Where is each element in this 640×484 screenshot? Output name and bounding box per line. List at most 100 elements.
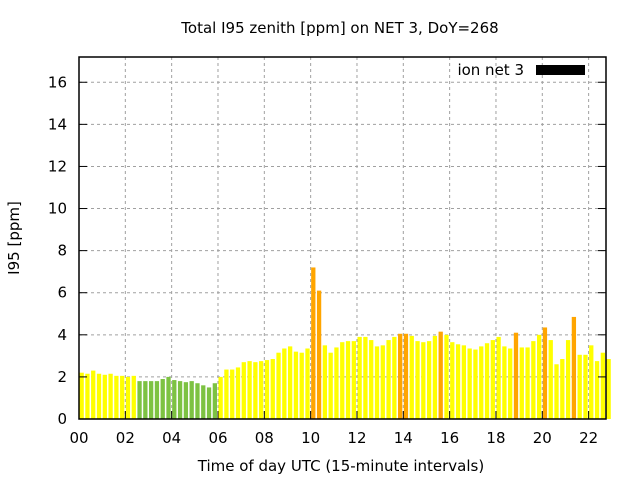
bar	[357, 336, 362, 419]
bar	[195, 383, 200, 419]
x-tick-label: 00	[69, 429, 88, 447]
bar	[224, 369, 229, 419]
bar	[177, 381, 183, 419]
legend-label: ion net 3	[457, 61, 524, 79]
x-axis-label: Time of day UTC (15-minute intervals)	[197, 457, 484, 475]
x-tick-label: 06	[208, 429, 227, 447]
bar	[247, 361, 252, 419]
bar	[409, 335, 414, 419]
bar	[345, 341, 351, 419]
bar	[287, 346, 293, 419]
y-axis-label: I95 [ppm]	[5, 201, 23, 275]
bar	[461, 345, 467, 419]
bar	[172, 380, 177, 419]
bar	[322, 345, 328, 419]
bar	[235, 367, 241, 419]
bar	[201, 385, 206, 419]
x-tick-label: 20	[533, 429, 552, 447]
bar	[114, 375, 119, 419]
bar	[305, 348, 310, 419]
bar	[137, 381, 142, 419]
bar	[125, 376, 131, 419]
bar	[351, 341, 356, 419]
bar	[455, 344, 461, 419]
bar	[519, 347, 524, 419]
bar	[403, 333, 409, 419]
bar	[264, 360, 270, 419]
bar	[148, 381, 154, 419]
bar	[392, 336, 397, 419]
bar	[96, 373, 102, 419]
y-tick-label: 10	[48, 200, 67, 218]
bar	[299, 352, 304, 419]
bar	[206, 387, 212, 419]
bar	[316, 290, 322, 419]
bar	[374, 346, 380, 419]
plot-frame	[78, 56, 607, 420]
bar	[241, 362, 246, 419]
bars	[79, 267, 611, 419]
x-tick-label: 14	[394, 429, 413, 447]
bar	[502, 346, 507, 419]
bar	[259, 361, 264, 419]
bar	[328, 352, 333, 419]
bar	[467, 348, 472, 419]
bar	[160, 379, 165, 419]
x-tick-label: 18	[486, 429, 505, 447]
bar	[444, 334, 449, 419]
bar	[554, 364, 559, 419]
bar	[600, 352, 605, 419]
bar	[183, 382, 189, 419]
bar	[276, 352, 281, 419]
bar	[293, 351, 299, 419]
bar	[386, 340, 391, 419]
x-tick-label: 02	[116, 429, 135, 447]
bar	[531, 341, 536, 419]
bar	[432, 335, 438, 419]
bar	[473, 349, 478, 419]
bar	[438, 331, 443, 419]
bar	[508, 348, 513, 419]
bar	[334, 347, 339, 419]
x-tick-label: 08	[255, 429, 274, 447]
bar	[415, 341, 420, 419]
legend: ion net 3	[457, 61, 585, 79]
y-tick-label: 16	[48, 73, 67, 91]
y-tick-label: 4	[57, 326, 67, 344]
bar	[230, 369, 235, 419]
bar	[525, 347, 530, 419]
bar	[583, 354, 588, 419]
bar	[166, 376, 171, 419]
bar	[565, 340, 571, 419]
y-tick-label: 12	[48, 157, 67, 175]
bar	[154, 381, 160, 419]
bar	[102, 374, 107, 419]
bar	[91, 370, 96, 419]
bar	[79, 372, 84, 419]
bar	[369, 340, 374, 419]
y-tick-label: 6	[57, 284, 67, 302]
bar	[218, 376, 223, 419]
bar	[426, 341, 432, 419]
grid	[79, 57, 606, 419]
bar	[398, 333, 403, 419]
bar	[490, 340, 495, 419]
bar	[282, 348, 287, 419]
bar	[108, 373, 113, 419]
bar	[589, 345, 594, 419]
x-tick-label: 04	[162, 429, 181, 447]
bar	[594, 361, 600, 419]
bar	[577, 354, 582, 419]
x-tick-label: 16	[440, 429, 459, 447]
bar	[537, 334, 542, 419]
y-tick-label: 0	[57, 410, 67, 428]
bar	[548, 340, 553, 419]
bar	[450, 342, 455, 419]
bar	[479, 346, 484, 419]
bar	[189, 381, 194, 419]
x-tick-label: 10	[301, 429, 320, 447]
legend-swatch	[536, 65, 585, 75]
bar	[85, 373, 90, 419]
